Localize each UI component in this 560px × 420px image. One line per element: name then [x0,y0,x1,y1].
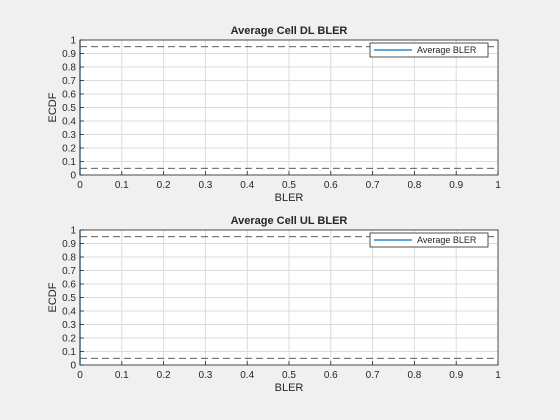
x-tick-label: 0.8 [407,180,421,191]
y-tick-label: 0.1 [62,157,76,168]
y-tick-label: 0.4 [62,307,76,318]
y-tick-label: 0.6 [62,90,76,101]
y-tick-label: 0 [70,171,76,182]
x-tick-label: 0.1 [115,180,129,191]
legend-label: Average BLER [417,45,477,55]
y-tick-label: 1 [70,226,76,237]
x-tick-label: 0.5 [282,180,296,191]
x-tick-label: 0.6 [324,370,338,381]
y-axis-label: ECDF [47,282,59,312]
y-tick-label: 0.9 [62,239,76,250]
x-tick-label: 0.4 [240,180,254,191]
x-tick-label: 0.4 [240,370,254,381]
x-tick-label: 0.1 [115,370,129,381]
legend: Average BLER [369,42,489,58]
x-tick-label: 0.8 [407,370,421,381]
x-tick-label: 0.5 [282,370,296,381]
x-tick-label: 0 [77,180,83,191]
x-tick-label: 0.2 [157,370,171,381]
x-tick-label: 0.3 [198,180,212,191]
y-tick-label: 0.5 [62,293,76,304]
x-tick-label: 0.6 [324,180,338,191]
legend-box [369,232,489,248]
chart-title: Average Cell DL BLER [231,25,348,37]
x-tick-label: 1 [495,180,501,191]
y-tick-label: 0.6 [62,280,76,291]
x-tick-label: 0.7 [366,370,380,381]
x-tick-label: 0.9 [449,370,463,381]
y-tick-label: 0.9 [62,49,76,60]
x-axis-label: BLER [275,382,304,394]
x-tick-label: 1 [495,370,501,381]
y-tick-label: 0.3 [62,320,76,331]
x-tick-label: 0.9 [449,180,463,191]
legend-label: Average BLER [417,235,477,245]
y-tick-label: 0.2 [62,144,76,155]
subplot-dl-bler: 0 0.1 0.2 0.3 0.4 0.5 0.6 0.7 0.8 0.9 1 0 0.1 0.2 0.3 0… [47,25,501,204]
x-tick-label: 0.7 [366,180,380,191]
y-tick-label: 0.1 [62,347,76,358]
y-tick-label: 0.2 [62,334,76,345]
y-tick-label: 0.7 [62,76,76,87]
x-axis-label: BLER [275,192,304,204]
x-tick-label: 0.3 [198,370,212,381]
y-tick-label: 0 [70,361,76,372]
y-tick-label: 0.3 [62,130,76,141]
y-tick-label: 0.8 [62,253,76,264]
y-tick-label: 0.4 [62,117,76,128]
chart-title: Average Cell UL BLER [231,215,348,227]
y-tick-label: 0.7 [62,266,76,277]
y-axis-label: ECDF [47,92,59,122]
x-tick-label: 0 [77,370,83,381]
subplot-ul-bler: 0 0.1 0.2 0.3 0.4 0.5 0.6 0.7 0.8 0.9 1 0 0.1 0.2 0.3 0… [47,215,501,394]
y-tick-label: 0.5 [62,103,76,114]
y-tick-label: 0.8 [62,63,76,74]
y-tick-label: 1 [70,36,76,47]
x-tick-label: 0.2 [157,180,171,191]
legend: Average BLER [369,232,489,248]
legend-box [369,42,489,58]
